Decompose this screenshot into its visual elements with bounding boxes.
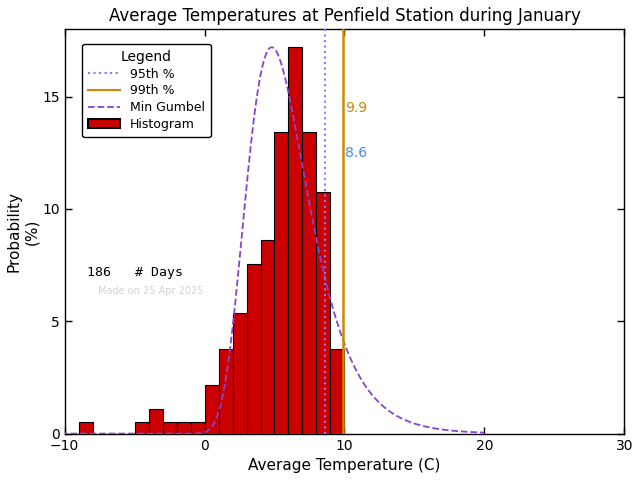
Bar bbox=[163, 421, 177, 433]
Bar bbox=[177, 421, 191, 433]
Bar bbox=[134, 421, 148, 433]
Bar bbox=[79, 421, 93, 433]
Bar bbox=[218, 349, 232, 433]
Bar bbox=[148, 409, 163, 433]
Bar bbox=[275, 132, 289, 433]
Title: Average Temperatures at Penfield Station during January: Average Temperatures at Penfield Station… bbox=[109, 7, 580, 25]
Bar bbox=[303, 132, 316, 433]
Y-axis label: Probability
(%): Probability (%) bbox=[7, 191, 39, 272]
Bar bbox=[316, 192, 330, 433]
Bar bbox=[205, 385, 218, 433]
Bar bbox=[246, 264, 260, 433]
Text: Made on 25 Apr 2025: Made on 25 Apr 2025 bbox=[98, 286, 204, 296]
Text: 9.9: 9.9 bbox=[345, 101, 367, 115]
Bar bbox=[260, 240, 275, 433]
Bar bbox=[289, 47, 303, 433]
Bar bbox=[191, 421, 205, 433]
Text: 186   # Days: 186 # Days bbox=[87, 266, 183, 279]
X-axis label: Average Temperature (C): Average Temperature (C) bbox=[248, 458, 441, 473]
Legend: 95th %, 99th %, Min Gumbel, Histogram: 95th %, 99th %, Min Gumbel, Histogram bbox=[82, 44, 211, 137]
Text: 8.6: 8.6 bbox=[345, 146, 367, 160]
Bar bbox=[232, 313, 246, 433]
Bar bbox=[330, 349, 344, 433]
